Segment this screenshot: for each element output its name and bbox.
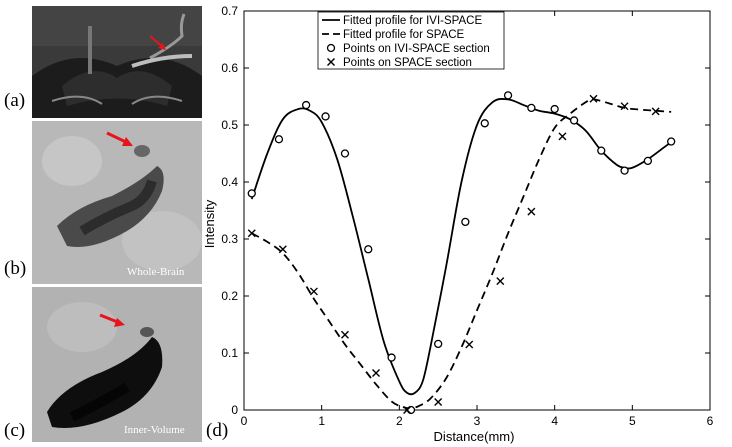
ivi-space-point xyxy=(406,405,416,415)
mri-panel-b xyxy=(32,121,202,284)
x-tick-label: 6 xyxy=(707,414,714,428)
ivi-space-point xyxy=(550,104,559,114)
ivi-space-point xyxy=(364,245,373,254)
y-tick-label: 0.6 xyxy=(221,61,238,75)
y-tick-label: 0.3 xyxy=(221,232,238,246)
panel-label-d: (d) xyxy=(206,420,229,441)
legend-box xyxy=(317,11,505,70)
space-point xyxy=(309,287,318,296)
ivi-space-fitted-line xyxy=(250,98,672,396)
y-tick-label: 0.1 xyxy=(221,346,238,360)
caption-whole-brain: Whole-Brain xyxy=(127,266,185,278)
legend-entry: Fitted profile for IVI-SPACE xyxy=(343,15,482,27)
space-point xyxy=(372,368,381,377)
ivi-space-point xyxy=(527,103,536,113)
x-tick-label: 5 xyxy=(629,414,636,428)
panel-label-b: (b) xyxy=(4,258,27,279)
space-point xyxy=(403,406,412,414)
y-tick-label: 0.5 xyxy=(221,118,238,132)
legend-entry: Fitted profile for SPACE xyxy=(343,29,465,41)
y-axis-label: Intensity xyxy=(202,199,217,248)
x-tick-label: 3 xyxy=(474,414,481,428)
caption-inner-volume: Inner-Volume xyxy=(124,424,185,436)
mri-panel-c xyxy=(32,287,202,442)
ivi-space-point xyxy=(434,339,443,349)
panel-label-a: (a) xyxy=(4,90,26,111)
x-axis-label: Distance(mm) xyxy=(434,429,515,444)
plot-frame xyxy=(243,10,711,411)
panel-label-c: (c) xyxy=(4,420,26,441)
ivi-space-point xyxy=(301,100,311,110)
y-tick-label: 0.4 xyxy=(221,175,238,189)
ivi-space-point xyxy=(667,137,676,146)
ivi-space-point xyxy=(569,116,579,125)
space-point xyxy=(278,245,287,254)
ivi-space-point xyxy=(620,166,629,175)
ivi-space-point xyxy=(387,353,396,362)
x-tick-label: 1 xyxy=(318,414,325,428)
ivi-space-point xyxy=(321,112,330,121)
x-tick-label: 0 xyxy=(241,414,248,428)
ivi-space-point xyxy=(461,217,470,227)
arrowhead-icon xyxy=(122,137,133,146)
ivi-space-point xyxy=(247,189,256,198)
y-tick-label: 0.2 xyxy=(221,289,238,303)
x-tick-label: 4 xyxy=(551,414,558,428)
ivi-space-point xyxy=(274,135,284,144)
ivi-space-point xyxy=(340,149,350,158)
mri-panel-a xyxy=(32,6,202,118)
space-point xyxy=(558,132,567,141)
space-point xyxy=(434,398,443,407)
legend-swatch xyxy=(327,58,335,66)
legend-entry: Points on SPACE section xyxy=(343,57,472,69)
ivi-space-point xyxy=(643,156,653,166)
legend-entry: Points on IVI-SPACE section xyxy=(343,43,490,55)
ivi-space-point xyxy=(503,91,513,100)
space-point xyxy=(527,207,536,216)
space-point xyxy=(620,102,629,111)
x-tick-label: 2 xyxy=(396,414,403,428)
arrowhead-icon xyxy=(114,318,125,327)
space-point xyxy=(651,107,660,116)
ivi-space-point xyxy=(597,146,606,155)
legend-swatch xyxy=(326,43,336,53)
space-point xyxy=(589,94,598,103)
space-point xyxy=(496,277,505,286)
y-tick-label: 0.7 xyxy=(221,4,238,18)
chart-legend: Fitted profile for IVI-SPACE Fitted profi… xyxy=(317,11,505,70)
space-point xyxy=(465,340,474,349)
space-fitted-line xyxy=(251,98,672,410)
ivi-space-point xyxy=(480,119,489,128)
y-tick-label: 0 xyxy=(231,403,238,417)
arrowhead-icon xyxy=(158,43,166,50)
space-point xyxy=(340,330,349,339)
space-point xyxy=(247,229,256,238)
